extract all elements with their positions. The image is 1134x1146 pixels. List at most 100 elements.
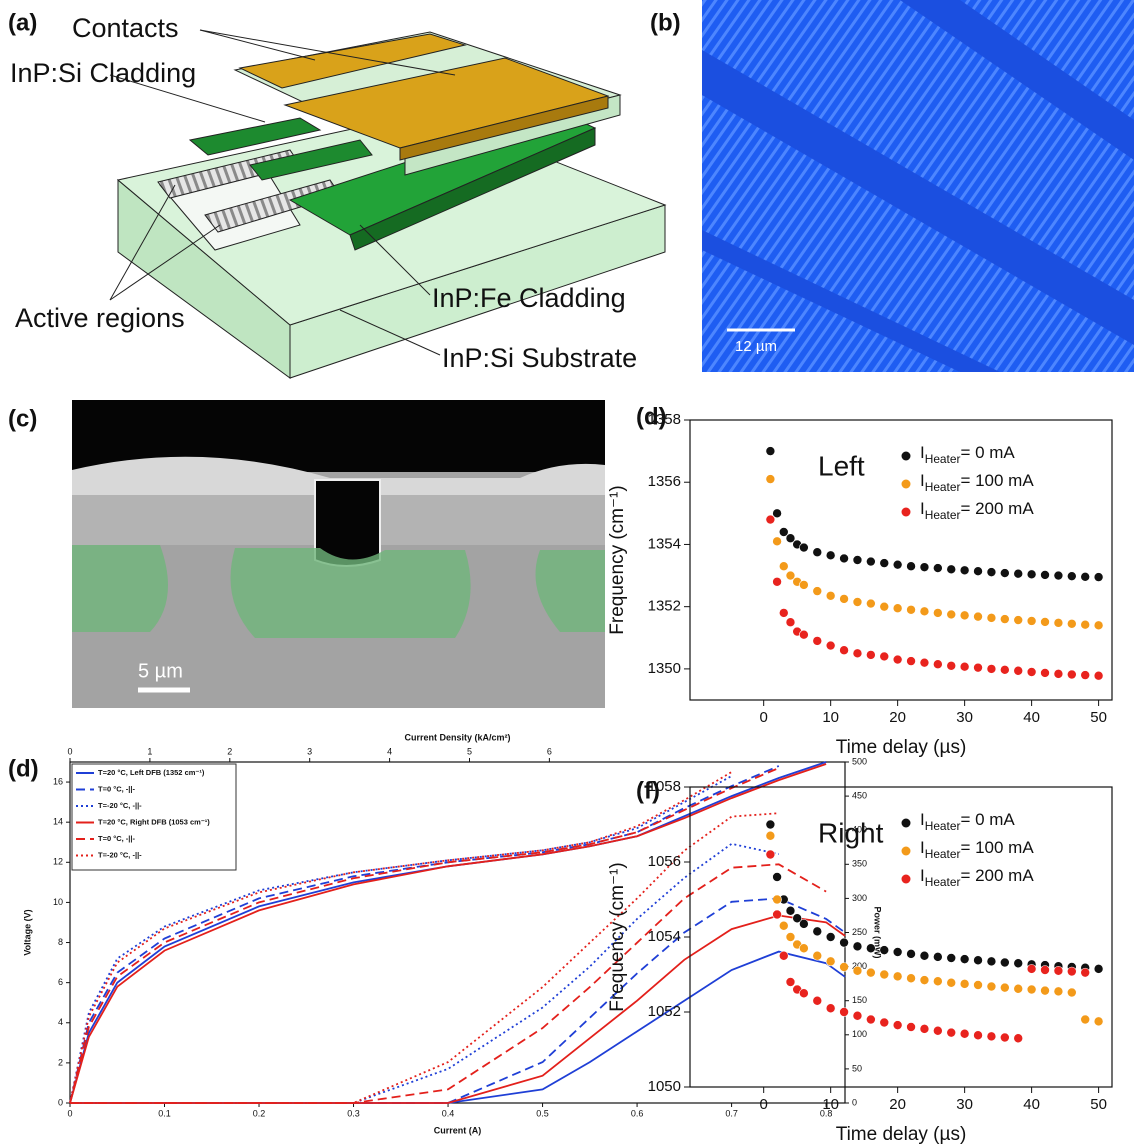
point [919, 950, 930, 961]
x-axis-label: Current (A) [434, 1125, 482, 1135]
x-tick-label: 30 [956, 709, 973, 726]
point [933, 659, 943, 670]
point [778, 950, 789, 961]
point [785, 617, 796, 628]
point [778, 608, 789, 618]
x2-tick-label: 4 [387, 746, 392, 756]
panel-label: (f) [636, 777, 660, 804]
y-tick-label: 1050 [648, 1078, 681, 1095]
point [986, 567, 997, 577]
x-tick-label: 50 [1090, 1096, 1107, 1113]
x-tick-label: 0.3 [347, 1109, 360, 1119]
point [946, 977, 957, 988]
point [799, 943, 809, 954]
x-tick-label: 0 [760, 1096, 768, 1113]
point [778, 561, 789, 572]
point [1013, 958, 1024, 969]
y-tick-label: 10 [53, 897, 63, 907]
x-tick-label: 40 [1023, 1096, 1040, 1113]
x-axis-label: Time delay (µs) [836, 1124, 967, 1145]
diagram-label: Active regions [15, 303, 185, 333]
point [778, 527, 789, 537]
sem-image [72, 400, 605, 708]
point [906, 561, 916, 572]
y-tick-label: 1354 [648, 535, 681, 552]
point [933, 952, 943, 962]
point [812, 995, 823, 1006]
series-line [69, 763, 827, 1104]
x-tick-label: 40 [1023, 709, 1040, 726]
y-tick-label: 16 [53, 776, 63, 786]
legend-label: T=20 °C, Right DFB (1053 cm⁻¹) [98, 817, 210, 826]
point [772, 909, 782, 920]
y2-tick-label: 0 [852, 1097, 857, 1107]
point [879, 1017, 890, 1028]
point [892, 654, 903, 665]
point [892, 559, 903, 570]
y2-tick-label: 300 [852, 893, 867, 903]
point [906, 973, 916, 984]
y-axis-label: Voltage (V) [22, 909, 32, 955]
series-line [69, 775, 733, 1104]
x2-tick-label: 5 [467, 746, 472, 756]
point [1093, 964, 1104, 974]
point [879, 945, 890, 955]
x-tick-label: 0.7 [725, 1109, 738, 1119]
point [1040, 668, 1050, 678]
legend-label: IHeater= 200 mA [920, 499, 1034, 522]
point [765, 446, 776, 456]
point [892, 947, 903, 957]
legend-marker [901, 846, 911, 856]
point [973, 980, 983, 990]
point [906, 604, 916, 615]
point [839, 553, 849, 564]
point [959, 661, 970, 672]
device-diagram [109, 29, 667, 379]
point [1093, 620, 1104, 631]
diagram-label: InP:Si Substrate [442, 343, 637, 373]
point [959, 565, 970, 576]
point [946, 1027, 957, 1038]
point [919, 562, 930, 572]
y-tick-label: 6 [58, 977, 63, 987]
point [825, 640, 836, 651]
y2-tick-label: 150 [852, 995, 867, 1005]
legend-label: T=0 °C, -||- [98, 784, 135, 793]
point [825, 932, 836, 942]
legend-label: IHeater= 0 mA [920, 443, 1015, 466]
legend-label: T=-20 °C, -||- [98, 850, 142, 859]
x-tick-label: 10 [822, 1096, 839, 1113]
x-tick-label: 20 [889, 1096, 906, 1113]
y-tick-label: 1054 [648, 928, 681, 945]
point [906, 949, 916, 959]
point [1000, 568, 1010, 578]
point [785, 570, 796, 581]
point [1000, 1032, 1010, 1043]
point [986, 981, 997, 992]
point [866, 943, 876, 954]
scale-bar-label: 12 µm [735, 338, 777, 355]
legend-marker [901, 818, 911, 828]
point [1067, 571, 1077, 581]
point [973, 566, 983, 577]
point [765, 849, 776, 860]
series-line [70, 914, 846, 1104]
point [1000, 665, 1010, 675]
legend-label: IHeater= 0 mA [920, 810, 1015, 833]
point [879, 558, 890, 568]
y2-tick-label: 100 [852, 1029, 867, 1039]
point [765, 830, 776, 841]
point [959, 1028, 970, 1039]
y2-tick-label: 50 [852, 1063, 862, 1073]
point [986, 664, 997, 674]
point [812, 547, 823, 558]
point [839, 937, 849, 948]
point [1026, 667, 1037, 677]
point [799, 580, 809, 590]
point [785, 977, 796, 987]
point [919, 975, 930, 985]
point [772, 872, 782, 882]
point [959, 979, 970, 989]
point [765, 514, 776, 525]
